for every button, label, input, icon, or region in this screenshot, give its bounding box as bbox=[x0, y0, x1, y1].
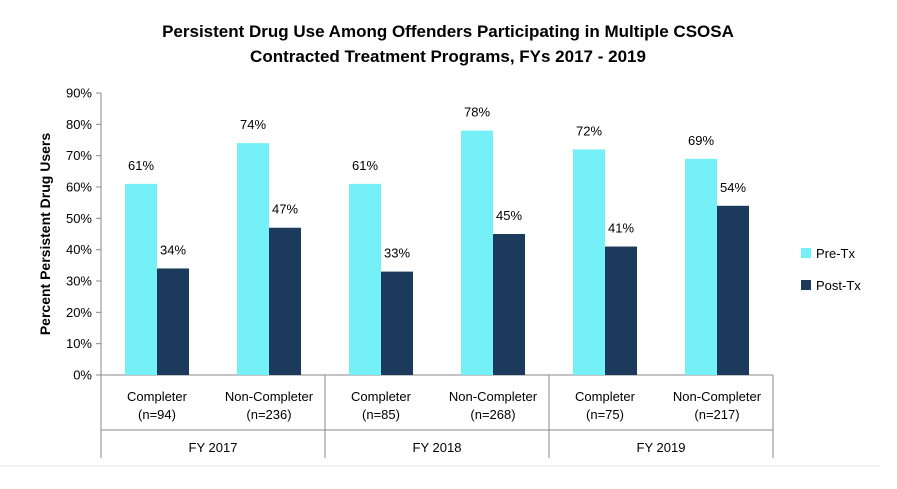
legend: Pre-Tx Post-Tx bbox=[801, 246, 861, 293]
y-tick-label: 90% bbox=[66, 86, 92, 101]
bar-post-tx-1 bbox=[269, 227, 301, 375]
bar-pre-tx-1 bbox=[237, 143, 269, 375]
x-category-label: Completer bbox=[351, 389, 412, 404]
x-category-label: Completer bbox=[575, 389, 636, 404]
data-label: 45% bbox=[496, 208, 522, 223]
data-label: 61% bbox=[352, 158, 378, 173]
data-label: 41% bbox=[608, 221, 634, 236]
bar-post-tx-3 bbox=[493, 234, 525, 375]
y-tick-label: 60% bbox=[66, 180, 92, 195]
y-axis-label: Percent Persistent Drug Users bbox=[37, 133, 53, 336]
chart-title-line-1: Persistent Drug Use Among Offenders Part… bbox=[162, 22, 734, 41]
bar-pre-tx-0 bbox=[125, 183, 157, 375]
data-label: 61% bbox=[128, 158, 154, 173]
x-category-sublabel: (n=236) bbox=[246, 407, 291, 422]
chart-title-line-2: Contracted Treatment Programs, FYs 2017 … bbox=[250, 47, 646, 66]
x-category-sublabel: (n=85) bbox=[362, 407, 400, 422]
data-label: 74% bbox=[240, 117, 266, 132]
x-group-label: FY 2019 bbox=[637, 440, 686, 455]
y-tick-label: 30% bbox=[66, 274, 92, 289]
x-category-label: Non-Completer bbox=[449, 389, 538, 404]
y-tick-label: 80% bbox=[66, 117, 92, 132]
bar-pre-tx-4 bbox=[573, 149, 605, 375]
plot-area: 0% 10% 20% 30% 40% 50% 60% 70% 80% 90% 61% 74% 61% 78… bbox=[0, 86, 880, 467]
legend-label: Pre-Tx bbox=[816, 246, 856, 261]
x-category-sublabel: (n=94) bbox=[138, 407, 176, 422]
x-category-sublabel: (n=217) bbox=[694, 407, 739, 422]
chart-title: Persistent Drug Use Among Offenders Part… bbox=[162, 22, 734, 66]
x-category-label: Non-Completer bbox=[225, 389, 314, 404]
bar-post-tx-4 bbox=[605, 246, 637, 375]
data-label: 47% bbox=[272, 202, 298, 217]
bar-pre-tx-3 bbox=[461, 130, 493, 375]
y-tick-label: 10% bbox=[66, 336, 92, 351]
data-label: 72% bbox=[576, 123, 602, 138]
bar-post-tx-5 bbox=[717, 205, 749, 375]
x-category-label: Non-Completer bbox=[673, 389, 762, 404]
data-label: 69% bbox=[688, 133, 714, 148]
data-label: 78% bbox=[464, 105, 490, 120]
legend-label: Post-Tx bbox=[816, 278, 861, 293]
legend-swatch bbox=[801, 248, 811, 258]
x-category-sublabel: (n=268) bbox=[470, 407, 515, 422]
y-tick-label: 0% bbox=[73, 368, 92, 383]
bar-post-tx-0 bbox=[157, 268, 189, 375]
x-category-label: Completer bbox=[127, 389, 188, 404]
x-category-sublabel: (n=75) bbox=[586, 407, 624, 422]
bar-pre-tx-2 bbox=[349, 183, 381, 375]
y-tick-label: 20% bbox=[66, 305, 92, 320]
bar-post-tx-2 bbox=[381, 271, 413, 375]
x-group-label: FY 2018 bbox=[413, 440, 462, 455]
y-tick-label: 50% bbox=[66, 211, 92, 226]
y-tick-label: 70% bbox=[66, 148, 92, 163]
data-label: 34% bbox=[160, 242, 186, 257]
data-label: 33% bbox=[384, 246, 410, 261]
y-tick-label: 40% bbox=[66, 242, 92, 257]
bar-pre-tx-5 bbox=[685, 158, 717, 375]
legend-swatch bbox=[801, 280, 811, 290]
x-group-label: FY 2017 bbox=[189, 440, 238, 455]
data-label: 54% bbox=[720, 180, 746, 195]
